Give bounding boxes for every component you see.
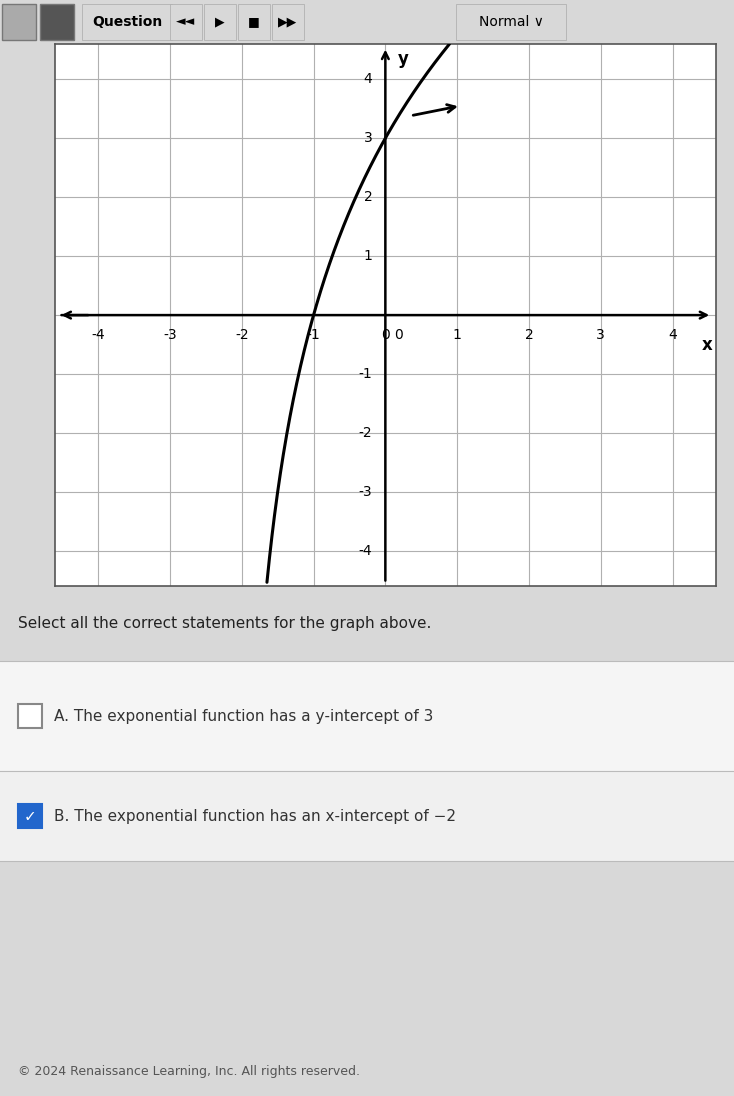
- Text: x: x: [701, 335, 712, 354]
- Text: 1: 1: [453, 328, 462, 342]
- Text: 1: 1: [363, 249, 372, 263]
- Text: -1: -1: [307, 328, 321, 342]
- Bar: [170, 4, 202, 39]
- Bar: [238, 4, 270, 39]
- Text: 2: 2: [525, 328, 534, 342]
- Text: ▶: ▶: [215, 15, 225, 28]
- Text: -3: -3: [163, 328, 177, 342]
- Bar: [2, 4, 36, 39]
- Text: -4: -4: [359, 544, 372, 558]
- Text: ✓: ✓: [23, 809, 37, 824]
- Text: 2: 2: [363, 191, 372, 204]
- Text: 3: 3: [597, 328, 605, 342]
- Bar: [18, 804, 42, 829]
- Text: Question: Question: [92, 15, 162, 28]
- Text: Select all the correct statements for the graph above.: Select all the correct statements for th…: [18, 616, 432, 631]
- Text: -3: -3: [359, 486, 372, 499]
- Text: ▶▶: ▶▶: [278, 15, 297, 28]
- Bar: [18, 705, 42, 729]
- Text: y: y: [399, 49, 409, 68]
- Bar: [82, 4, 172, 39]
- Text: -2: -2: [235, 328, 249, 342]
- Text: ■: ■: [248, 15, 260, 28]
- Bar: [272, 4, 304, 39]
- Bar: [40, 4, 74, 39]
- Text: 4: 4: [668, 328, 677, 342]
- Text: -4: -4: [91, 328, 105, 342]
- Text: B. The exponential function has an x‑intercept of −2: B. The exponential function has an x‑int…: [54, 809, 456, 824]
- Text: 4: 4: [363, 72, 372, 87]
- Text: -2: -2: [359, 426, 372, 439]
- Bar: [204, 4, 236, 39]
- Text: ◄◄: ◄◄: [176, 15, 196, 28]
- Text: 0: 0: [381, 328, 390, 342]
- Text: -1: -1: [359, 367, 372, 381]
- Text: 3: 3: [363, 132, 372, 145]
- Text: © 2024 Renaissance Learning, Inc. All rights reserved.: © 2024 Renaissance Learning, Inc. All ri…: [18, 1065, 360, 1078]
- Bar: [456, 4, 566, 39]
- Bar: [0, 772, 734, 861]
- Text: 0: 0: [394, 328, 403, 342]
- Bar: [0, 661, 734, 772]
- Text: A. The exponential function has a y‑intercept of 3: A. The exponential function has a y‑inte…: [54, 709, 433, 723]
- Text: Normal ∨: Normal ∨: [479, 15, 543, 28]
